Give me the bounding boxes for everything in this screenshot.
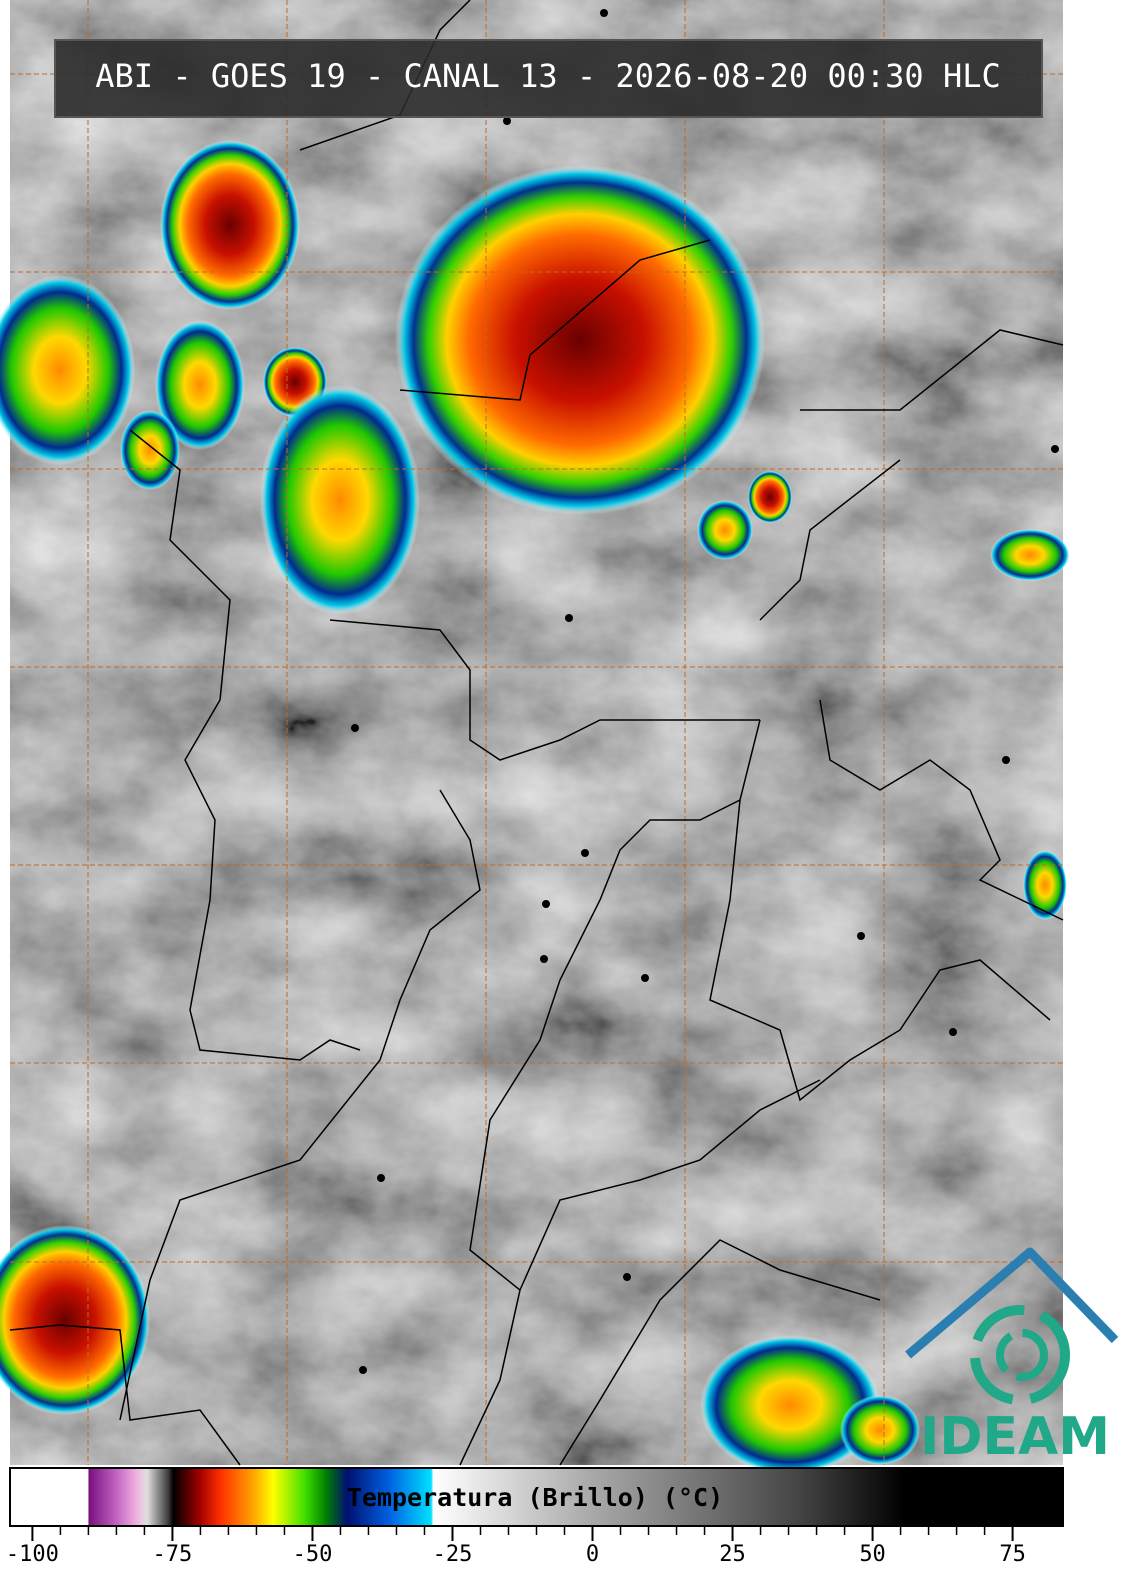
logo: IDEAM xyxy=(905,1247,1119,1467)
storms xyxy=(0,140,1070,1475)
title: ABI - GOES 19 - CANAL 13 - 2026-08-20 00… xyxy=(95,57,1000,95)
tick-label: 50 xyxy=(859,1542,886,1567)
map xyxy=(0,0,1070,1475)
tick-label: 25 xyxy=(719,1542,746,1567)
tick-label: -100 xyxy=(6,1542,59,1567)
tick-label: -50 xyxy=(293,1542,333,1567)
logo-text: IDEAM xyxy=(920,1407,1110,1467)
colorbar-ramp xyxy=(9,1467,1064,1527)
colorbar: Temperatura (Brillo) (°C) -100 -75 -50 -25 0… xyxy=(6,1467,1064,1567)
colorbar-label: Temperatura (Brillo) (°C) xyxy=(347,1483,723,1512)
graticule xyxy=(10,0,1063,1465)
tick-label: 0 xyxy=(586,1542,599,1567)
tick-label: -75 xyxy=(153,1542,193,1567)
cities xyxy=(351,9,1059,1374)
borders xyxy=(9,0,1064,1466)
title-box: ABI - GOES 19 - CANAL 13 - 2026-08-20 00… xyxy=(54,39,1043,118)
tick-label: -25 xyxy=(433,1542,473,1567)
tick-label: 75 xyxy=(999,1542,1026,1567)
